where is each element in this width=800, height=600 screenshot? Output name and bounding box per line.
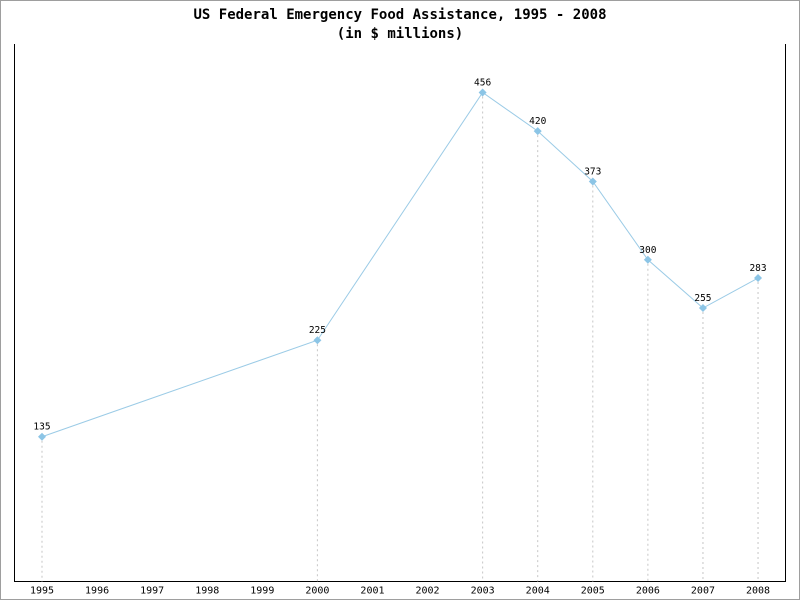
x-tick-label: 2006 bbox=[636, 586, 660, 597]
data-point-label: 300 bbox=[639, 245, 656, 256]
data-point-marker bbox=[478, 88, 487, 97]
x-tick-label: 2002 bbox=[416, 586, 440, 597]
chart-title: US Federal Emergency Food Assistance, 19… bbox=[193, 7, 607, 23]
x-tick-label: 2003 bbox=[471, 586, 495, 597]
x-tick-label: 2004 bbox=[526, 586, 550, 597]
data-point-label: 283 bbox=[749, 263, 766, 274]
data-point-label: 255 bbox=[694, 293, 711, 304]
data-point-marker bbox=[38, 432, 46, 441]
data-point-label: 225 bbox=[309, 325, 326, 336]
data-point-marker bbox=[698, 304, 707, 313]
x-tick-label: 1995 bbox=[30, 586, 54, 597]
x-tick-label: 2005 bbox=[581, 586, 605, 597]
data-point-label: 135 bbox=[33, 422, 50, 433]
data-point-marker bbox=[754, 274, 763, 283]
x-tick-label: 1999 bbox=[250, 586, 274, 597]
axis-frame bbox=[14, 44, 786, 582]
data-point-marker bbox=[313, 336, 322, 345]
data-point-label: 373 bbox=[584, 167, 601, 178]
x-tick-label: 2008 bbox=[746, 586, 770, 597]
x-tick-label: 1997 bbox=[140, 586, 164, 597]
chart-subtitle: (in $ millions) bbox=[336, 26, 464, 42]
data-line bbox=[41, 91, 759, 438]
x-tick-label: 2001 bbox=[360, 586, 384, 597]
data-point-label: 456 bbox=[474, 78, 491, 89]
data-point-marker bbox=[533, 127, 542, 136]
x-tick-label: 1998 bbox=[195, 586, 219, 597]
x-tick-label: 2007 bbox=[691, 586, 715, 597]
data-point-marker bbox=[588, 177, 597, 186]
x-tick-label: 2000 bbox=[305, 586, 329, 597]
x-tick-label: 1996 bbox=[85, 586, 109, 597]
data-point-label: 420 bbox=[529, 116, 546, 127]
data-point-marker bbox=[643, 255, 652, 264]
